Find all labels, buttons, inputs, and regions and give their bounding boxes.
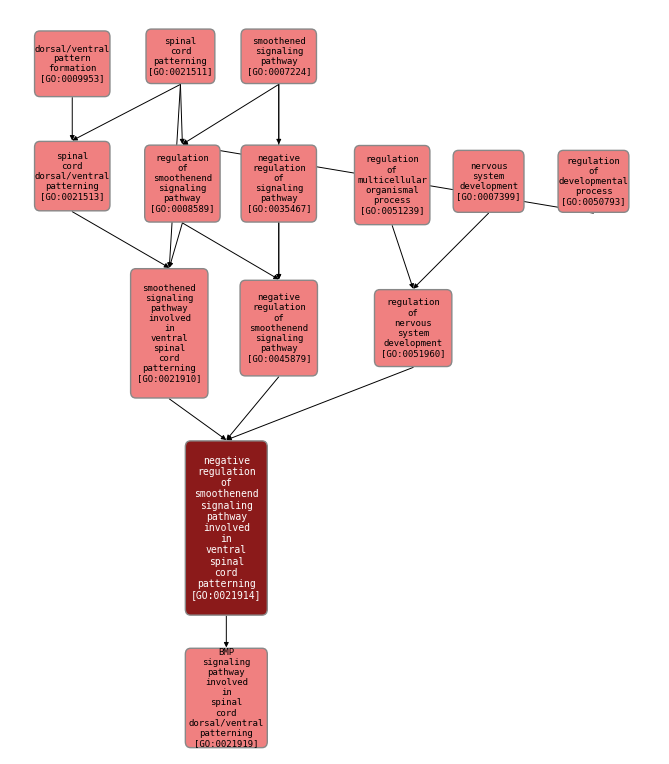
Text: smoothened
signaling
pathway
[GO:0007224]: smoothened signaling pathway [GO:0007224… bbox=[246, 37, 311, 76]
FancyBboxPatch shape bbox=[185, 441, 268, 615]
FancyBboxPatch shape bbox=[146, 29, 215, 83]
Text: spinal
cord
dorsal/ventral
patterning
[GO:0021513]: spinal cord dorsal/ventral patterning [G… bbox=[35, 151, 110, 201]
Text: regulation
of
developmental
process
[GO:0050793]: regulation of developmental process [GO:… bbox=[559, 157, 628, 206]
Text: negative
regulation
of
signaling
pathway
[GO:0035467]: negative regulation of signaling pathway… bbox=[246, 154, 311, 213]
FancyBboxPatch shape bbox=[130, 269, 208, 398]
FancyBboxPatch shape bbox=[453, 151, 524, 212]
FancyBboxPatch shape bbox=[558, 151, 629, 212]
FancyBboxPatch shape bbox=[35, 31, 110, 96]
Text: spinal
cord
patterning
[GO:0021511]: spinal cord patterning [GO:0021511] bbox=[148, 37, 213, 76]
Text: negative
regulation
of
smoothenend
signaling
pathway
involved
in
ventral
spinal
: negative regulation of smoothenend signa… bbox=[191, 456, 262, 601]
FancyBboxPatch shape bbox=[240, 280, 318, 376]
FancyBboxPatch shape bbox=[355, 145, 430, 225]
FancyBboxPatch shape bbox=[185, 649, 268, 748]
Text: dorsal/ventral
pattern
formation
[GO:0009953]: dorsal/ventral pattern formation [GO:000… bbox=[35, 44, 110, 83]
FancyBboxPatch shape bbox=[241, 29, 316, 83]
Text: smoothened
signaling
pathway
involved
in
ventral
spinal
cord
patterning
[GO:0021: smoothened signaling pathway involved in… bbox=[137, 283, 201, 383]
FancyBboxPatch shape bbox=[375, 290, 452, 367]
FancyBboxPatch shape bbox=[35, 141, 110, 211]
FancyBboxPatch shape bbox=[241, 145, 316, 222]
Text: BMP
signaling
pathway
involved
in
spinal
cord
dorsal/ventral
patterning
[GO:0021: BMP signaling pathway involved in spinal… bbox=[189, 648, 264, 748]
Text: nervous
system
development
[GO:0007399]: nervous system development [GO:0007399] bbox=[456, 162, 521, 201]
Text: regulation
of
multicellular
organismal
process
[GO:0051239]: regulation of multicellular organismal p… bbox=[357, 155, 427, 215]
Text: negative
regulation
of
smoothenend
signaling
pathway
[GO:0045879]: negative regulation of smoothenend signa… bbox=[246, 293, 311, 363]
FancyBboxPatch shape bbox=[145, 145, 220, 222]
Text: regulation
of
nervous
system
development
[GO:0051960]: regulation of nervous system development… bbox=[381, 299, 446, 358]
Text: regulation
of
smoothenend
signaling
pathway
[GO:0008589]: regulation of smoothenend signaling path… bbox=[150, 154, 215, 213]
